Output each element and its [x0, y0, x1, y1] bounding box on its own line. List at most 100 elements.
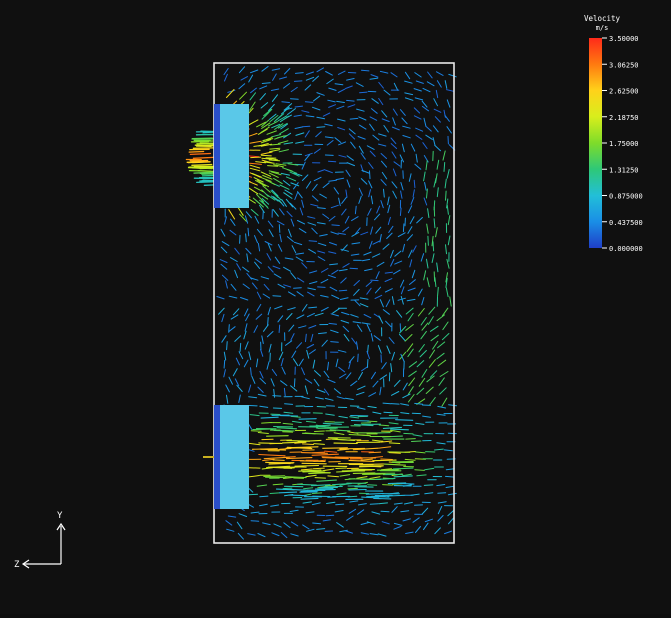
velocity-vector	[190, 154, 210, 155]
velocity-vector	[353, 473, 375, 474]
legend-tick-label: 0.000000	[609, 245, 643, 253]
velocity-vector	[391, 429, 409, 430]
velocity-vector	[315, 431, 325, 432]
velocity-vector	[270, 493, 279, 494]
velocity-vector	[317, 407, 326, 408]
velocity-vector	[313, 468, 324, 469]
velocity-vector	[362, 70, 369, 71]
velocity-vector	[348, 488, 358, 489]
velocity-vector	[273, 296, 281, 297]
velocity-vector	[261, 155, 271, 156]
velocity-vector	[414, 180, 415, 187]
velocity-vector	[381, 511, 389, 512]
velocity-vector	[389, 453, 400, 454]
velocity-vector	[289, 495, 306, 496]
velocity-vector	[267, 436, 289, 437]
velocity-vector	[277, 489, 295, 490]
velocity-vector	[379, 425, 389, 426]
velocity-vector	[336, 468, 347, 469]
velocity-vector	[282, 102, 290, 103]
velocity-vector	[360, 464, 384, 465]
velocity-vector	[193, 157, 213, 158]
velocity-vector	[301, 491, 318, 492]
velocity-vector	[295, 466, 319, 467]
velocity-vector	[303, 444, 314, 445]
velocity-vector	[391, 404, 399, 405]
velocity-vector	[268, 166, 278, 167]
velocity-vector	[389, 443, 400, 444]
velocity-vector	[371, 280, 378, 281]
z-axis-label: Z	[14, 560, 20, 570]
velocity-vector	[433, 242, 434, 251]
legend-tick-label: 1.75000	[609, 140, 639, 148]
velocity-vector	[263, 211, 264, 219]
velocity-vector	[305, 102, 312, 103]
velocity-vector	[280, 492, 297, 493]
velocity-vector	[260, 496, 268, 497]
velocity-vector	[383, 485, 393, 486]
velocity-vector	[224, 360, 225, 368]
top-inlet-block	[220, 104, 249, 208]
velocity-vector	[415, 470, 425, 471]
velocity-vector	[299, 419, 316, 420]
velocity-vector	[279, 325, 280, 332]
velocity-vector	[331, 342, 339, 343]
velocity-vector	[315, 478, 325, 479]
velocity-vector	[251, 157, 261, 158]
velocity-vector	[332, 225, 339, 226]
velocity-vector	[315, 489, 333, 490]
velocity-vector	[368, 485, 377, 486]
velocity-vector	[318, 287, 326, 288]
velocity-vector	[350, 118, 358, 119]
velocity-vector	[396, 420, 413, 421]
velocity-vector	[369, 452, 381, 453]
velocity-vector	[374, 498, 391, 499]
velocity-vector	[406, 439, 416, 440]
velocity-vector	[302, 463, 326, 464]
velocity-vector	[446, 476, 454, 477]
velocity-vector	[189, 152, 203, 153]
bottom-inlet-block	[220, 405, 249, 509]
velocity-vector	[336, 504, 344, 505]
velocity-vector	[246, 234, 247, 242]
velocity-vector	[358, 354, 359, 362]
legend-tick-label: 2.62500	[609, 88, 639, 96]
velocity-vector	[283, 488, 292, 489]
velocity-vector	[294, 379, 295, 387]
velocity-vector	[438, 493, 446, 494]
velocity-vector	[317, 127, 325, 128]
velocity-vector	[279, 225, 280, 233]
velocity-vector	[302, 453, 328, 454]
velocity-vector	[309, 241, 316, 242]
velocity-vector	[366, 494, 383, 495]
velocity-vector	[446, 191, 447, 200]
velocity-vector	[273, 396, 281, 397]
top-inlet	[214, 104, 249, 208]
bottom-inlet-edge	[214, 405, 220, 509]
velocity-vector	[347, 100, 355, 101]
velocity-vector	[350, 268, 358, 269]
velocity-vector	[248, 228, 249, 236]
legend-title: Velocity	[584, 14, 621, 23]
velocity-vector	[340, 448, 365, 449]
velocity-vector	[351, 421, 369, 422]
velocity-vector	[360, 92, 367, 93]
velocity-vector	[381, 459, 393, 460]
velocity-vector	[251, 521, 259, 522]
legend-tick-label: 0.437500	[609, 219, 643, 227]
velocity-vector	[370, 504, 378, 505]
velocity-vector	[339, 290, 346, 291]
velocity-vector	[400, 208, 401, 215]
velocity-vector	[294, 81, 302, 82]
top-inlet-edge	[214, 104, 220, 208]
velocity-vector	[303, 433, 324, 434]
velocity-vector	[428, 236, 429, 245]
velocity-vector	[188, 162, 203, 163]
velocity-vector	[262, 423, 272, 424]
velocity-vector	[404, 433, 413, 434]
velocity-vector	[291, 99, 299, 100]
velocity-vector	[240, 343, 241, 351]
velocity-vector	[189, 168, 206, 169]
